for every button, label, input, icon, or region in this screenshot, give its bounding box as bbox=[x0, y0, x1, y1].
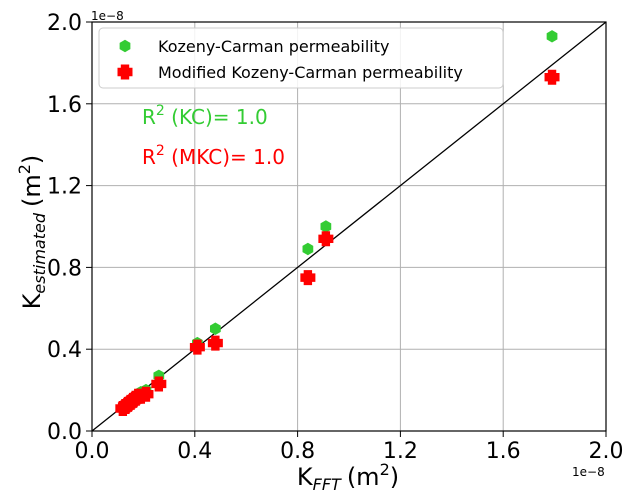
x-tick-label-5: 2.0 bbox=[589, 439, 624, 464]
y-multiplier: 1e−8 bbox=[91, 9, 124, 23]
legend-label-mkc: Modified Kozeny-Carman permeability bbox=[158, 63, 463, 82]
series-1 bbox=[115, 69, 560, 417]
x-label-sub: FFT bbox=[313, 475, 342, 493]
x-label-unit: (m bbox=[347, 463, 380, 491]
y-tick-label-4: 1.6 bbox=[47, 93, 82, 118]
legend-label-kc: Kozeny-Carman permeability bbox=[158, 37, 389, 56]
x-tick-label-2: 0.8 bbox=[280, 439, 315, 464]
legend-plus-marker bbox=[117, 64, 133, 80]
x-axis-label: KFFT (m2) bbox=[297, 460, 399, 493]
kc-point-12 bbox=[302, 242, 314, 256]
y-label-main: K bbox=[18, 292, 46, 309]
reference-line-group bbox=[91, 21, 607, 432]
mkc-point-14 bbox=[544, 69, 560, 85]
y-tick-label-5: 2.0 bbox=[47, 11, 82, 36]
r2-kc-main: R bbox=[142, 105, 156, 129]
legend-hexagon-marker bbox=[119, 39, 131, 53]
x-tick-label-4: 1.6 bbox=[486, 439, 521, 464]
x-tick-label-1: 0.4 bbox=[177, 439, 212, 464]
r2-mkc-main: R bbox=[142, 145, 156, 169]
mkc-point-12 bbox=[300, 270, 316, 286]
mkc-point-8 bbox=[138, 386, 154, 402]
legend-marker-mkc bbox=[117, 64, 133, 80]
y-axis-label: Kestimated (m2) bbox=[15, 155, 49, 310]
y-label-sup: 2 bbox=[15, 164, 34, 174]
kc-point-13 bbox=[320, 220, 332, 233]
x-label-main: K bbox=[297, 463, 314, 491]
mkc-point-10 bbox=[189, 339, 205, 355]
y-tick-label-0: 0.0 bbox=[47, 420, 82, 445]
y-tick-label-2: 0.8 bbox=[47, 256, 82, 281]
legend-box bbox=[98, 27, 504, 89]
mkc-point-9 bbox=[151, 376, 167, 392]
legend: Kozeny-Carman permeability Modified Koze… bbox=[98, 27, 504, 89]
x-label-close: ) bbox=[390, 463, 399, 491]
x-multiplier: 1e−8 bbox=[572, 465, 605, 479]
mkc-point-11 bbox=[207, 335, 223, 351]
kc-point-11 bbox=[209, 322, 221, 335]
mkc-point-13 bbox=[318, 231, 334, 247]
y-tick-label-1: 0.4 bbox=[47, 338, 82, 363]
kc-point-14 bbox=[546, 30, 558, 43]
axis-ticks: 0.0 0.4 0.8 1.2 1.6 2.0 0.0 0.4 0.8 1.2 1.6 2.0 bbox=[47, 11, 624, 464]
y-equals-x-line bbox=[91, 21, 607, 432]
legend-marker-kc bbox=[119, 39, 131, 53]
r2-mkc-rest: (MKC)= 1.0 bbox=[165, 145, 285, 169]
y-tick-label-3: 1.2 bbox=[47, 175, 82, 200]
r2-kc-sup: 2 bbox=[156, 103, 165, 119]
r2-mkc-sup: 2 bbox=[156, 143, 165, 159]
plot-frame bbox=[91, 21, 607, 432]
r2-kc-annotation: R2 (KC)= 1.0 bbox=[142, 103, 268, 129]
r2-kc-rest: (KC)= 1.0 bbox=[165, 105, 268, 129]
y-label-unit: (m bbox=[18, 174, 46, 207]
r2-mkc-annotation: R2 (MKC)= 1.0 bbox=[142, 143, 285, 169]
x-tick-label-3: 1.2 bbox=[383, 439, 418, 464]
x-tick-label-0: 0.0 bbox=[75, 439, 110, 464]
y-label-sub: estimated bbox=[30, 212, 49, 293]
y-label-close: ) bbox=[18, 155, 46, 164]
x-label-sup: 2 bbox=[380, 460, 390, 479]
data-points bbox=[115, 30, 560, 417]
